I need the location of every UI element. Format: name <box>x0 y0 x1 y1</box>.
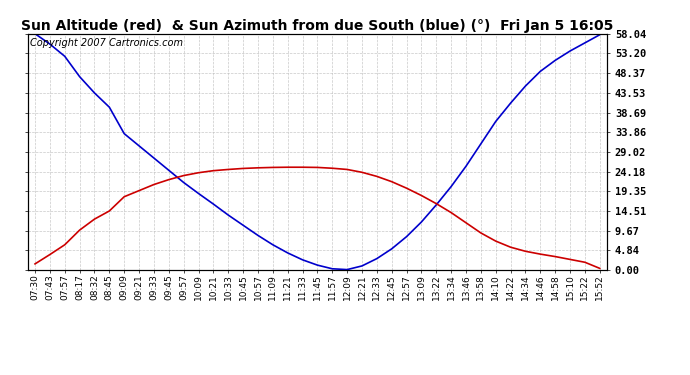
Text: Copyright 2007 Cartronics.com: Copyright 2007 Cartronics.com <box>30 39 184 48</box>
Title: Sun Altitude (red)  & Sun Azimuth from due South (blue) (°)  Fri Jan 5 16:05: Sun Altitude (red) & Sun Azimuth from du… <box>21 19 613 33</box>
